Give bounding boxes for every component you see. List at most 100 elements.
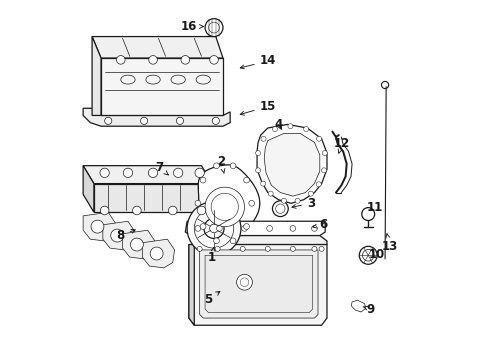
Circle shape [230, 163, 236, 169]
Text: 14: 14 [240, 54, 275, 69]
Circle shape [203, 219, 224, 238]
Circle shape [303, 127, 308, 132]
Text: 4: 4 [274, 118, 283, 131]
Text: 12: 12 [333, 137, 349, 153]
Polygon shape [94, 184, 212, 212]
Text: 13: 13 [381, 234, 397, 253]
Circle shape [243, 224, 249, 229]
Circle shape [195, 226, 201, 231]
Circle shape [197, 206, 205, 215]
Circle shape [200, 224, 205, 229]
Circle shape [260, 181, 265, 186]
Circle shape [311, 246, 316, 251]
Circle shape [243, 177, 249, 183]
Circle shape [173, 168, 183, 177]
Circle shape [204, 187, 244, 226]
Circle shape [272, 127, 277, 132]
Circle shape [208, 22, 219, 33]
Circle shape [287, 124, 292, 129]
Circle shape [240, 246, 244, 251]
Ellipse shape [145, 75, 160, 84]
Circle shape [361, 208, 374, 221]
Circle shape [209, 55, 218, 64]
Text: 9: 9 [363, 303, 373, 316]
Circle shape [212, 117, 219, 125]
Circle shape [116, 55, 125, 64]
Polygon shape [198, 165, 259, 242]
Circle shape [213, 238, 219, 244]
Polygon shape [188, 244, 326, 325]
Circle shape [289, 226, 295, 231]
Polygon shape [185, 221, 325, 235]
Circle shape [211, 193, 238, 221]
Polygon shape [122, 230, 155, 259]
Circle shape [266, 226, 272, 231]
Polygon shape [83, 166, 212, 184]
Circle shape [150, 247, 163, 260]
Circle shape [216, 226, 222, 231]
Text: 8: 8 [117, 229, 135, 242]
Ellipse shape [171, 75, 185, 84]
Circle shape [240, 278, 248, 287]
Circle shape [213, 163, 219, 169]
Circle shape [100, 168, 109, 177]
Polygon shape [190, 235, 326, 244]
Circle shape [91, 220, 104, 233]
Polygon shape [257, 125, 326, 203]
Polygon shape [92, 37, 223, 58]
Circle shape [255, 168, 260, 173]
Circle shape [130, 238, 143, 251]
Circle shape [140, 117, 147, 125]
Circle shape [281, 198, 286, 203]
Polygon shape [83, 166, 94, 212]
Circle shape [132, 206, 141, 215]
Circle shape [248, 201, 254, 206]
Text: 5: 5 [204, 292, 220, 306]
Circle shape [200, 177, 205, 183]
Circle shape [236, 274, 252, 290]
Circle shape [290, 246, 295, 251]
Circle shape [294, 198, 300, 203]
Circle shape [275, 204, 285, 213]
Circle shape [359, 246, 376, 264]
Circle shape [195, 201, 201, 206]
Polygon shape [188, 244, 194, 325]
Circle shape [197, 246, 202, 251]
Circle shape [362, 249, 373, 261]
Text: 1: 1 [208, 247, 216, 264]
Text: 16: 16 [181, 20, 203, 33]
Circle shape [255, 150, 260, 156]
Circle shape [215, 246, 220, 251]
Circle shape [241, 226, 247, 231]
Polygon shape [102, 221, 135, 250]
Circle shape [100, 206, 109, 215]
Circle shape [123, 168, 132, 177]
Text: 3: 3 [291, 197, 314, 210]
Text: 6: 6 [312, 218, 327, 231]
Text: 15: 15 [240, 100, 275, 115]
Circle shape [230, 238, 236, 244]
Circle shape [209, 224, 218, 233]
Circle shape [316, 182, 321, 187]
Circle shape [148, 55, 157, 64]
Circle shape [261, 136, 265, 141]
Circle shape [168, 206, 177, 215]
Circle shape [319, 246, 324, 251]
Polygon shape [199, 250, 317, 318]
Circle shape [321, 168, 326, 173]
Circle shape [148, 168, 158, 177]
Polygon shape [264, 134, 319, 196]
Polygon shape [92, 37, 101, 116]
Circle shape [322, 150, 326, 156]
Polygon shape [83, 108, 230, 126]
Polygon shape [142, 239, 174, 268]
Polygon shape [351, 300, 365, 312]
Circle shape [311, 226, 317, 231]
Text: 10: 10 [367, 248, 384, 261]
Circle shape [181, 55, 189, 64]
Circle shape [176, 117, 183, 125]
Circle shape [267, 191, 273, 196]
Text: 2: 2 [217, 155, 225, 174]
Ellipse shape [121, 75, 135, 84]
Polygon shape [83, 212, 115, 241]
